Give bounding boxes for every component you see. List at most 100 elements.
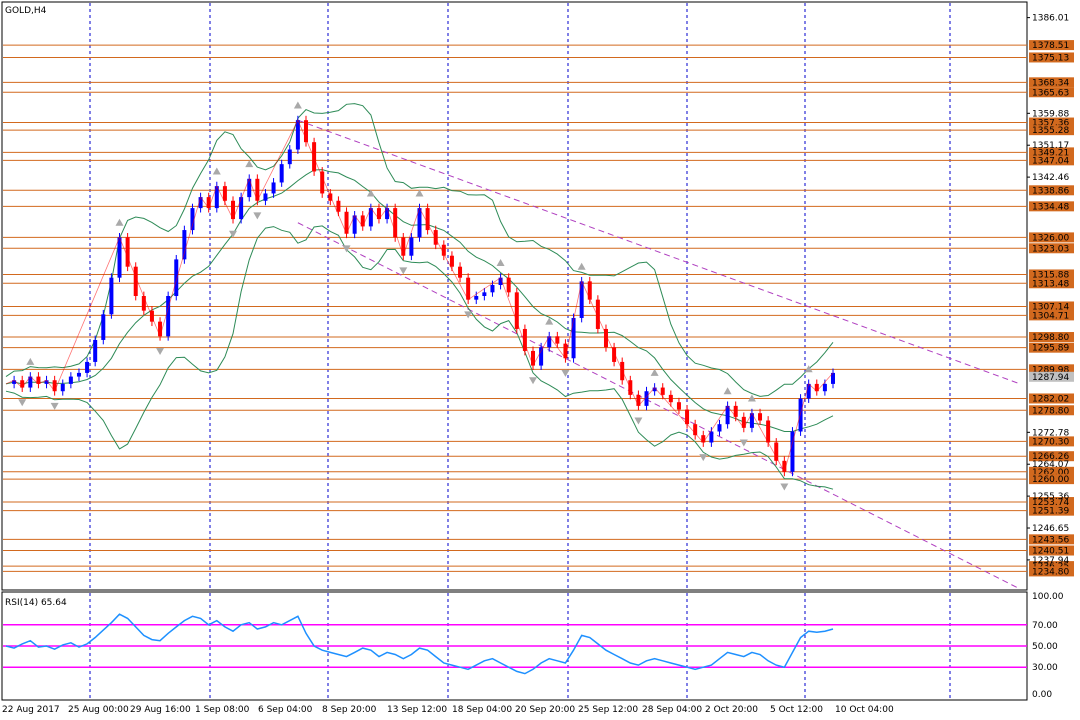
x-tick-label: 25 Aug 00:00 bbox=[68, 705, 129, 715]
vertical-grid bbox=[89, 3, 951, 699]
fractal-down-marker bbox=[634, 417, 643, 425]
level-label-bg bbox=[1029, 269, 1074, 280]
candle-body bbox=[401, 237, 406, 256]
level-label-bg bbox=[1029, 561, 1074, 572]
candle-body bbox=[441, 244, 446, 256]
x-tick-label: 6 Sep 04:00 bbox=[258, 705, 313, 715]
level-label-bg bbox=[1029, 545, 1074, 556]
channel-line bbox=[297, 119, 1021, 385]
candle-body bbox=[563, 343, 568, 359]
level-label: 1375.13 bbox=[1032, 53, 1069, 63]
level-label-bg bbox=[1029, 278, 1074, 289]
candle-body bbox=[190, 208, 195, 231]
candle-body bbox=[531, 350, 536, 366]
fractal-down-marker bbox=[464, 311, 473, 319]
candle-body bbox=[328, 193, 333, 201]
candle-body bbox=[417, 208, 422, 238]
candle-body bbox=[141, 296, 146, 311]
candle-body bbox=[279, 164, 284, 183]
fractal-up-marker bbox=[577, 262, 586, 270]
level-label-bg bbox=[1029, 77, 1074, 88]
candle-body bbox=[368, 208, 373, 227]
level-label: 1266.26 bbox=[1032, 452, 1069, 462]
x-tick-label: 28 Sep 04:00 bbox=[642, 705, 702, 715]
candle-body bbox=[214, 186, 219, 209]
candle-body bbox=[490, 285, 495, 293]
level-label: 1323.03 bbox=[1032, 244, 1069, 254]
level-label-bg bbox=[1029, 52, 1074, 63]
candle-body bbox=[725, 405, 730, 425]
level-label: 1295.89 bbox=[1032, 344, 1069, 354]
candle-body bbox=[798, 398, 803, 432]
level-label: 1313.48 bbox=[1032, 279, 1069, 289]
candle-body bbox=[76, 372, 81, 377]
candle-body bbox=[109, 277, 114, 315]
level-label: 1260.00 bbox=[1032, 475, 1069, 485]
level-label-bg bbox=[1029, 342, 1074, 353]
level-label: 1240.51 bbox=[1032, 547, 1069, 557]
x-tick-label: 22 Aug 2017 bbox=[2, 705, 60, 715]
level-label: 1378.51 bbox=[1032, 41, 1069, 51]
candle-body bbox=[685, 409, 690, 425]
candle-body bbox=[376, 208, 381, 220]
level-label-bg bbox=[1029, 497, 1074, 508]
candle-body bbox=[506, 277, 511, 293]
level-label: 1334.48 bbox=[1032, 202, 1069, 212]
candle-body bbox=[206, 197, 211, 209]
level-label: 1349.21 bbox=[1032, 148, 1069, 158]
level-label: 1307.14 bbox=[1032, 302, 1069, 312]
candle-body bbox=[612, 347, 617, 362]
fractal-up-marker bbox=[26, 357, 35, 365]
candle-body bbox=[733, 405, 738, 417]
candle-body bbox=[433, 230, 438, 245]
level-label: 1262.00 bbox=[1032, 468, 1069, 478]
rsi-tick-label: 70.00 bbox=[1032, 621, 1058, 631]
level-label: 1253.74 bbox=[1032, 498, 1069, 508]
candle-body bbox=[693, 424, 698, 436]
rsi-title: RSI(14) 65.64 bbox=[5, 598, 67, 608]
level-label-bg bbox=[1029, 301, 1074, 312]
fractal-up-marker bbox=[747, 394, 756, 402]
fractal-down-marker bbox=[561, 369, 570, 377]
candle-body bbox=[668, 394, 673, 403]
candle-body bbox=[539, 347, 544, 366]
candle-body bbox=[60, 383, 65, 392]
level-label: 1298.80 bbox=[1032, 333, 1069, 343]
level-label-bg bbox=[1029, 393, 1074, 404]
candle-body bbox=[579, 281, 584, 318]
candle-body bbox=[474, 296, 479, 300]
level-label-bg bbox=[1029, 310, 1074, 321]
y-tick-label: 1386.01 bbox=[1032, 14, 1069, 24]
chart-title: GOLD,H4 bbox=[5, 6, 47, 16]
candle-body bbox=[741, 416, 746, 428]
candle-body bbox=[360, 215, 365, 227]
current-price-label: 1287.94 bbox=[1032, 373, 1069, 383]
level-label: 1251.39 bbox=[1032, 507, 1069, 517]
x-tick-label: 8 Sep 20:00 bbox=[322, 705, 377, 715]
level-label: 1243.56 bbox=[1032, 535, 1069, 545]
fractal-down-marker bbox=[739, 439, 748, 447]
candle-body bbox=[133, 266, 138, 296]
level-label: 1365.63 bbox=[1032, 88, 1069, 98]
y-tick-label: 1255.36 bbox=[1032, 492, 1069, 502]
candle-body bbox=[774, 442, 779, 461]
rsi-level-lines bbox=[3, 624, 1027, 668]
candle-body bbox=[320, 171, 325, 194]
level-label-bg bbox=[1029, 232, 1074, 243]
time-axis: 22 Aug 2017 25 Aug 00:00 29 Aug 16:00 1 Sep… bbox=[2, 705, 894, 715]
candle-body bbox=[636, 394, 641, 406]
candle-body bbox=[231, 200, 236, 220]
fractal-down-marker bbox=[780, 483, 789, 491]
candle-body bbox=[790, 431, 795, 472]
rsi-tick-label: 50.00 bbox=[1032, 642, 1058, 652]
fractal-up-marker bbox=[415, 189, 424, 197]
level-label-bg bbox=[1029, 436, 1074, 447]
level-label-bg bbox=[1029, 147, 1074, 158]
candle-body bbox=[660, 387, 665, 395]
level-label-bg bbox=[1029, 87, 1074, 98]
candle-body bbox=[555, 336, 560, 344]
x-tick-label: 13 Sep 12:00 bbox=[387, 705, 447, 715]
price-channel bbox=[297, 119, 1021, 590]
candle-body bbox=[36, 376, 41, 384]
